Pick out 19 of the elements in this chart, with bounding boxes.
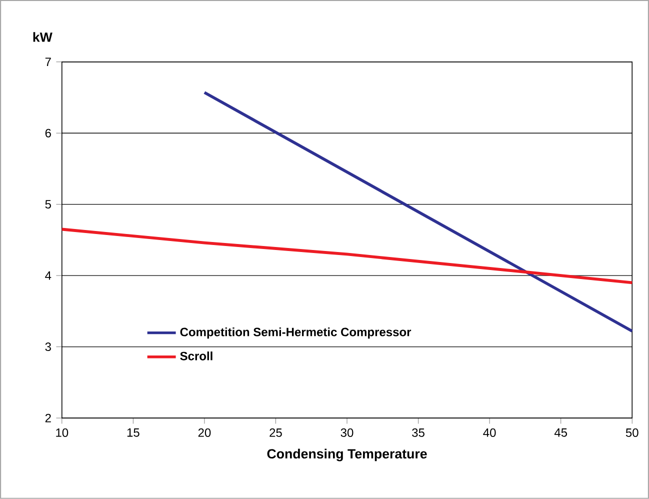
y-tick-label: 4 xyxy=(45,271,52,280)
x-tick-label: 15 xyxy=(127,428,140,437)
y-tick-label: 3 xyxy=(45,342,51,352)
x-tick-label: 25 xyxy=(270,428,282,437)
y-axis-title: kW xyxy=(33,32,52,42)
y-tick-label: 7 xyxy=(45,58,51,66)
y-tick-label: 2 xyxy=(45,414,51,422)
x-tick-label: 30 xyxy=(340,428,354,437)
y-tick-label: 5 xyxy=(45,200,51,209)
x-tick-label: 35 xyxy=(412,428,424,437)
legend-label: Scroll xyxy=(180,352,212,360)
x-tick-label: 20 xyxy=(198,428,211,437)
x-tick-label: 40 xyxy=(483,428,496,437)
x-tick-label: 50 xyxy=(626,428,638,437)
x-axis-title: Condensing Temperature xyxy=(267,448,427,462)
x-tick-label: 45 xyxy=(554,428,568,437)
x-tick-label: 10 xyxy=(56,428,68,437)
y-tick-label: 6 xyxy=(45,128,51,138)
legend-label: Competition Semi-Hermetic Compressor xyxy=(180,327,412,339)
